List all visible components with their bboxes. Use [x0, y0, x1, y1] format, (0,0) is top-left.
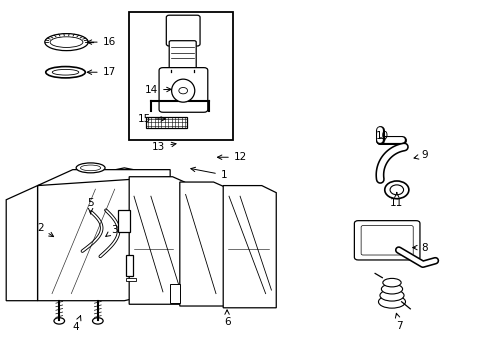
Polygon shape	[37, 168, 170, 301]
Ellipse shape	[54, 318, 64, 324]
Text: 14: 14	[145, 85, 171, 95]
Ellipse shape	[389, 185, 403, 195]
Ellipse shape	[100, 225, 110, 231]
Text: 4: 4	[73, 316, 81, 332]
Ellipse shape	[92, 318, 103, 324]
Text: 9: 9	[413, 151, 427, 161]
Bar	[129, 12, 232, 140]
Bar	[125, 255, 133, 276]
Ellipse shape	[60, 244, 67, 248]
Polygon shape	[37, 170, 170, 186]
Bar	[146, 116, 187, 128]
FancyBboxPatch shape	[354, 221, 419, 260]
Text: 12: 12	[217, 152, 246, 162]
FancyBboxPatch shape	[169, 41, 196, 74]
Ellipse shape	[380, 284, 402, 294]
Ellipse shape	[102, 226, 108, 230]
Ellipse shape	[76, 163, 105, 173]
FancyBboxPatch shape	[166, 15, 200, 46]
Polygon shape	[6, 186, 37, 301]
Ellipse shape	[379, 290, 403, 301]
Text: 6: 6	[223, 310, 230, 327]
Ellipse shape	[80, 165, 101, 171]
FancyBboxPatch shape	[361, 226, 412, 255]
Text: 16: 16	[87, 37, 116, 47]
Polygon shape	[223, 186, 276, 308]
Text: 2: 2	[37, 223, 54, 237]
Text: 11: 11	[390, 192, 403, 208]
Ellipse shape	[45, 34, 88, 51]
Text: 1: 1	[190, 167, 227, 180]
Text: 5: 5	[87, 198, 94, 214]
Bar	[118, 210, 130, 232]
Text: 7: 7	[394, 313, 402, 331]
Ellipse shape	[45, 66, 85, 78]
Text: 3: 3	[106, 225, 118, 236]
Bar	[170, 284, 180, 303]
Text: 13: 13	[152, 142, 176, 152]
Text: 17: 17	[87, 67, 116, 77]
Polygon shape	[180, 182, 225, 306]
Ellipse shape	[384, 181, 408, 199]
Bar	[125, 278, 136, 281]
Ellipse shape	[171, 79, 195, 102]
Polygon shape	[129, 177, 184, 304]
Ellipse shape	[382, 278, 400, 287]
Text: 15: 15	[137, 114, 165, 124]
Ellipse shape	[52, 69, 78, 75]
Bar	[86, 202, 93, 211]
Text: 8: 8	[412, 242, 427, 252]
FancyBboxPatch shape	[159, 67, 207, 112]
Ellipse shape	[50, 37, 83, 47]
Ellipse shape	[378, 295, 405, 308]
Ellipse shape	[179, 87, 187, 94]
Text: 10: 10	[375, 131, 388, 141]
Ellipse shape	[58, 243, 68, 249]
